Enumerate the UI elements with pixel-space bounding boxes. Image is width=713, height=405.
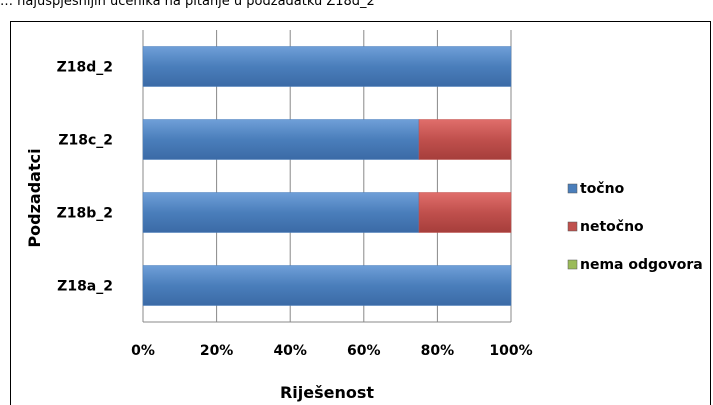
legend-swatch [567,221,578,232]
x-tick-labels: 0% 20% 40% 60% 80% 100% [131,343,533,359]
legend: točno netočno nema odgovora [567,181,703,273]
legend-swatch [567,259,578,270]
y-tick-label: Z18b_2 [57,206,113,222]
bars [142,46,512,306]
legend-swatch [567,183,578,194]
x-tick-label: 80% [421,343,455,359]
y-tick-label: Z18d_2 [57,60,113,76]
bar-segment [142,265,512,306]
y-tick-label: Z18a_2 [57,279,113,295]
legend-label: točno [580,181,625,197]
y-axis-title: Podzadatci [25,148,44,247]
chart-caption: … najuspješnijih učenika na pitanje u po… [0,0,375,9]
x-tick-label: 40% [273,343,307,359]
x-tick-label: 60% [347,343,381,359]
x-tick-label: 20% [200,343,234,359]
legend-label: netočno [580,219,644,235]
legend-label: nema odgovora [580,257,703,273]
bar-segment [142,46,512,87]
bar-segment [142,119,420,160]
bar-segment [418,192,512,233]
x-tick-label: 0% [131,343,155,359]
y-tick-label: Z18c_2 [58,133,113,149]
x-axis-title: Riješenost [280,383,374,402]
y-tick-labels: Z18a_2 Z18b_2 Z18c_2 Z18d_2 [57,60,113,295]
bar-segment [142,192,420,233]
x-tick-label: 100% [489,343,532,359]
bar-segment [418,119,512,160]
